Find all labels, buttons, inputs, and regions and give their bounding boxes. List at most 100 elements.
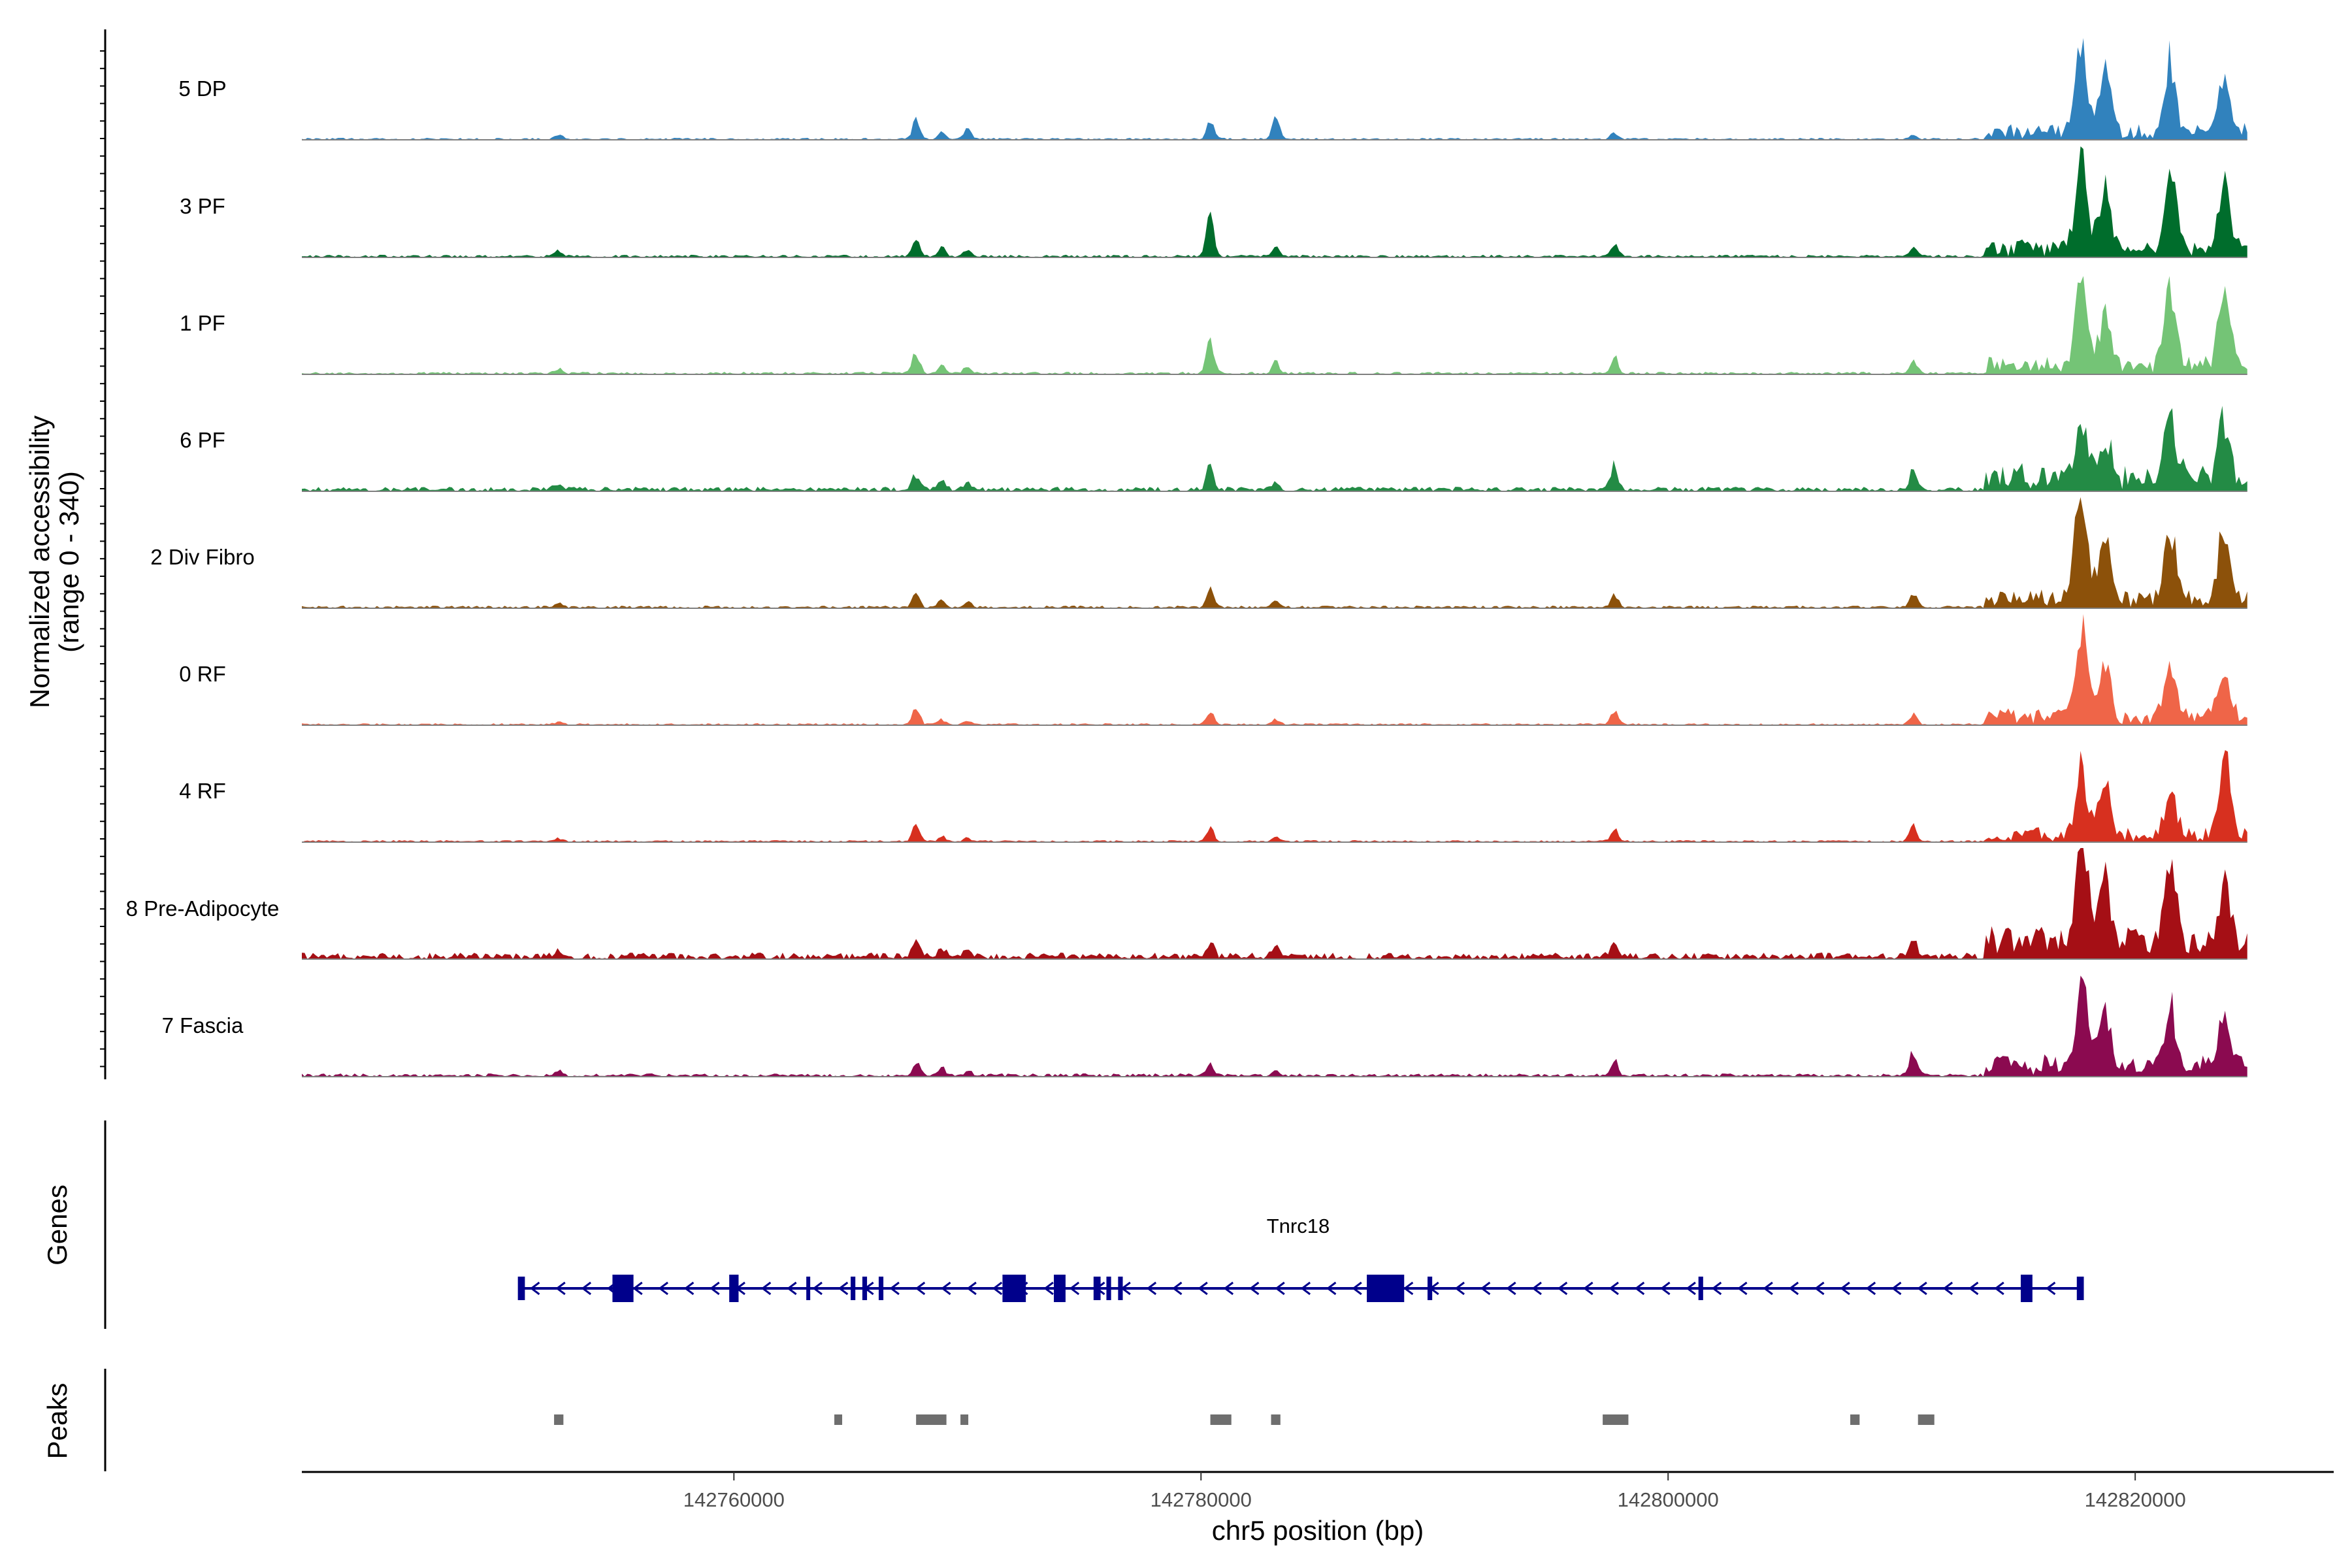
strand-arrow xyxy=(1634,1281,1645,1296)
peak-region xyxy=(1850,1414,1860,1425)
strand-arrow xyxy=(683,1281,694,1296)
gene-exon xyxy=(806,1277,811,1300)
strand-arrow xyxy=(581,1281,592,1296)
track-2-div-fibro: 2 Div Fibro xyxy=(150,497,2247,609)
track-label: 1 PF xyxy=(180,311,225,335)
strand-arrow xyxy=(1172,1281,1183,1296)
strand-arrow xyxy=(1686,1281,1696,1296)
strand-arrow xyxy=(1891,1281,1902,1296)
strand-arrow xyxy=(1403,1281,1414,1296)
strand-arrow xyxy=(1480,1281,1491,1296)
peak-region xyxy=(834,1414,843,1425)
gene-exon xyxy=(878,1277,884,1300)
strand-arrow xyxy=(1275,1281,1285,1296)
track-label: 4 RF xyxy=(179,779,226,803)
strand-arrow xyxy=(1609,1281,1619,1296)
strand-arrow xyxy=(1557,1281,1568,1296)
gene-name-label: Tnrc18 xyxy=(1267,1215,1330,1237)
strand-arrow xyxy=(812,1281,823,1296)
genes-panel-label: Genes xyxy=(42,1184,73,1266)
strand-arrow xyxy=(760,1281,772,1296)
strand-arrow xyxy=(941,1281,951,1296)
track-label: 7 Fascia xyxy=(162,1013,244,1037)
strand-arrow xyxy=(1069,1281,1080,1296)
strand-arrow xyxy=(1506,1281,1516,1296)
strand-arrow xyxy=(1711,1281,1722,1296)
peak-region xyxy=(1271,1414,1281,1425)
coverage-area xyxy=(302,750,2247,842)
strand-arrow xyxy=(1146,1281,1157,1296)
track-8-pre-adipocyte: 8 Pre-Adipocyte xyxy=(126,848,2247,960)
track-label: 3 PF xyxy=(180,194,225,218)
strand-arrow xyxy=(1223,1281,1234,1296)
gene-exon xyxy=(1093,1277,1101,1300)
strand-arrow xyxy=(1840,1281,1850,1296)
strand-arrow xyxy=(838,1281,849,1296)
strand-arrow xyxy=(787,1281,797,1296)
gene-exon xyxy=(1118,1277,1123,1300)
peak-region xyxy=(1918,1414,1935,1425)
coverage-area xyxy=(302,497,2247,608)
x-tick-label: 142760000 xyxy=(683,1488,785,1511)
strand-arrow xyxy=(1814,1281,1825,1296)
track-1-pf: 1 PF xyxy=(180,276,2247,375)
strand-arrow xyxy=(1942,1281,1953,1296)
gene-exon xyxy=(1106,1277,1111,1300)
peak-region xyxy=(1210,1414,1232,1425)
gene-exon xyxy=(729,1275,739,1302)
gene-exon xyxy=(862,1277,868,1300)
x-tick-label: 142820000 xyxy=(2085,1488,2186,1511)
gene-exon xyxy=(1054,1275,1066,1302)
x-axis-ticks: 142760000 142780000 142800000 142820000 xyxy=(683,1472,2186,1511)
peak-region xyxy=(960,1414,969,1425)
x-tick-label: 142800000 xyxy=(1618,1488,1719,1511)
coverage-area xyxy=(302,848,2247,959)
track-label: 8 Pre-Adipocyte xyxy=(126,896,280,921)
strand-arrow xyxy=(1454,1281,1465,1296)
track-0-rf: 0 RF xyxy=(179,614,2247,726)
track-label: 6 PF xyxy=(180,428,225,452)
peaks-panel-label: Peaks xyxy=(42,1383,73,1460)
track-5-dp: 5 DP xyxy=(178,38,2247,140)
strand-arrow xyxy=(1763,1281,1773,1296)
x-axis-title: chr5 position (bp) xyxy=(1212,1515,1424,1546)
coverage-tracks: 5 DP 3 PF 1 PF 6 PF 2 Div Fibro 0 RF 4 RF 8 Pre… xyxy=(126,38,2247,1077)
peak-regions xyxy=(554,1414,1935,1425)
strand-arrow xyxy=(1737,1281,1748,1296)
gene-exon xyxy=(1367,1275,1405,1302)
track-label: 2 Div Fibro xyxy=(150,545,255,569)
gene-exon xyxy=(2076,1277,2084,1300)
coverage-area xyxy=(302,975,2247,1077)
strand-arrow xyxy=(1660,1281,1671,1296)
strand-arrow xyxy=(529,1281,540,1296)
gene-exon xyxy=(2020,1275,2033,1302)
gene-exon xyxy=(1002,1275,1026,1302)
strand-arrow xyxy=(1994,1281,2004,1296)
strand-arrow xyxy=(966,1281,977,1296)
strand-arrow xyxy=(1326,1281,1337,1296)
coverage-area xyxy=(302,406,2247,491)
peak-region xyxy=(1603,1414,1629,1425)
strand-arrow xyxy=(1352,1281,1362,1296)
y-axis-title-line2: (range 0 - 340) xyxy=(54,471,84,653)
strand-arrow xyxy=(889,1281,900,1296)
strand-arrow xyxy=(658,1281,668,1296)
strand-arrow xyxy=(555,1281,566,1296)
strand-arrow xyxy=(1043,1281,1054,1296)
track-3-pf: 3 PF xyxy=(180,146,2247,258)
gene-exon xyxy=(1428,1277,1433,1300)
gene-exon xyxy=(612,1275,634,1302)
strand-arrow xyxy=(2045,1281,2056,1296)
track-4-rf: 4 RF xyxy=(179,750,2247,843)
strand-arrow xyxy=(632,1281,643,1296)
peak-region xyxy=(916,1414,947,1425)
gene-exon xyxy=(517,1277,525,1300)
strand-arrow xyxy=(1865,1281,1876,1296)
strand-arrow xyxy=(1968,1281,1979,1296)
coverage-area xyxy=(302,146,2247,257)
gene-exon xyxy=(1698,1277,1703,1300)
peak-region xyxy=(554,1414,564,1425)
strand-arrow xyxy=(1198,1281,1208,1296)
coverage-area xyxy=(302,38,2247,140)
